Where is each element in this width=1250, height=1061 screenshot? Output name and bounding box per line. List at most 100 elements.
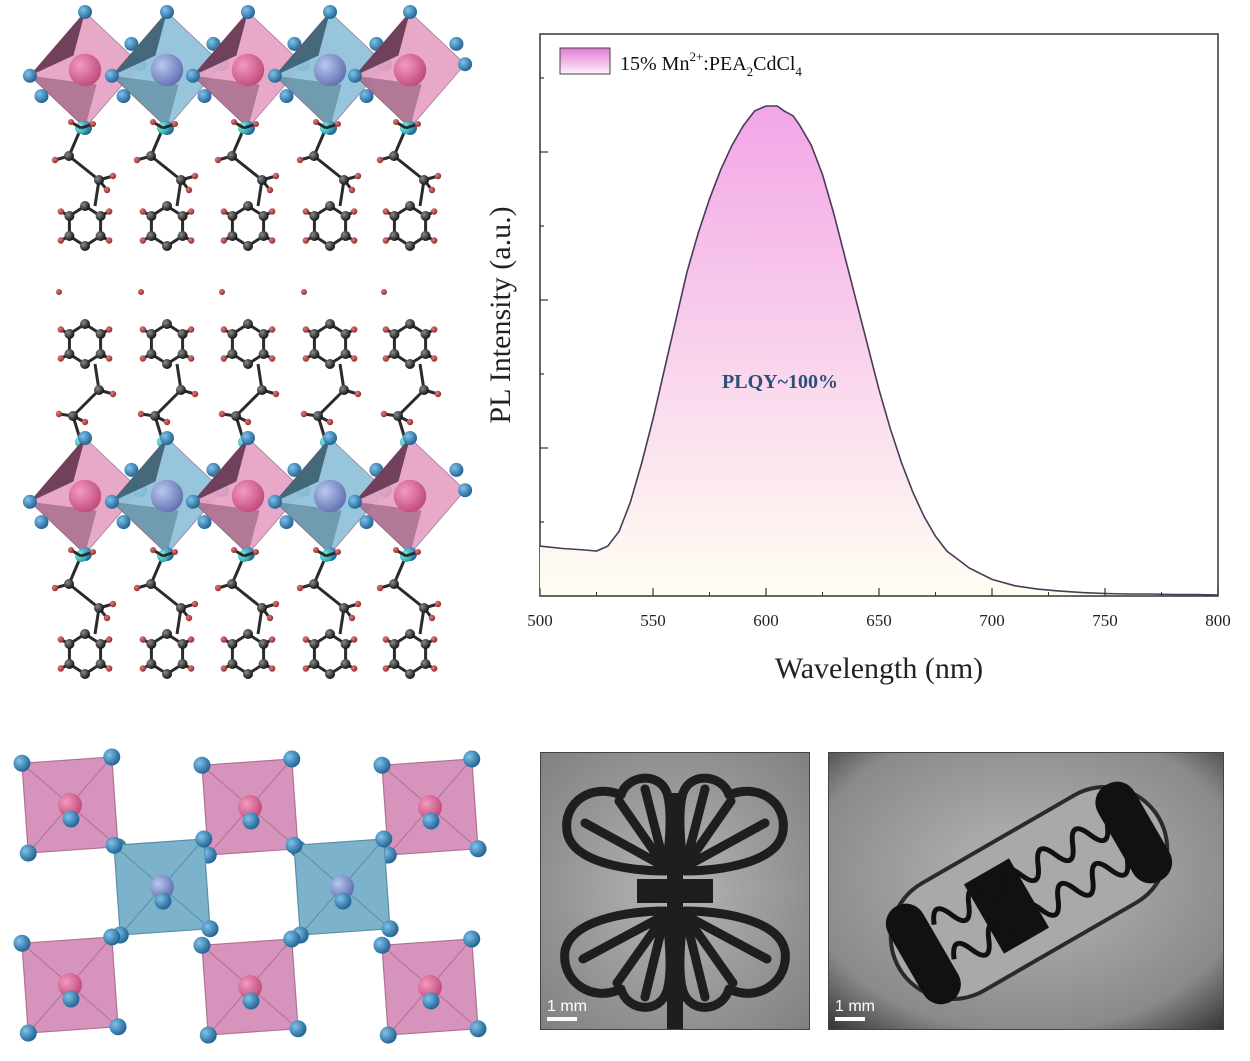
bond (393, 582, 425, 610)
hydrogen-atom (103, 186, 111, 194)
hydrogen-atom (150, 119, 156, 125)
chlorine-atom (62, 810, 80, 828)
hydrogen-atom (137, 410, 145, 418)
carbon-atom (339, 385, 349, 395)
chlorine-atom (103, 748, 121, 766)
hydrogen-atom (57, 355, 65, 362)
carbon-atom (95, 211, 106, 221)
carbon-atom (162, 319, 172, 329)
carbon-atom (340, 329, 351, 339)
carbon-atom (146, 579, 156, 589)
hydrogen-atom (187, 326, 195, 333)
chlorine-atom (403, 431, 417, 445)
hydrogen-atom (350, 208, 358, 215)
carbon-atom (227, 639, 238, 649)
hydrogen-atom (430, 665, 438, 672)
carbon-atom (227, 579, 237, 589)
x-tick-label: 550 (640, 611, 666, 630)
carbon-atom (309, 639, 320, 649)
metal-atom (150, 875, 174, 899)
carbon-atom (257, 385, 267, 395)
chlorine-atom (160, 5, 174, 19)
carbon-atom (325, 201, 335, 211)
chlorine-atom (283, 930, 301, 948)
carbon-atom (227, 211, 238, 221)
luminescence-photo-clover: 1 mm (540, 752, 810, 1030)
hydrogen-atom (138, 289, 144, 295)
carbon-atom (95, 639, 106, 649)
hydrogen-atom (266, 614, 274, 622)
legend-label: 15% Mn2+:PEA2CdCl4 (620, 49, 802, 79)
hydrogen-atom (220, 208, 228, 215)
bond (396, 388, 426, 418)
carbon-atom (64, 211, 75, 221)
carbon-atom (243, 669, 253, 679)
carbon-atom (243, 319, 253, 329)
hydrogen-atom (191, 390, 199, 398)
carbon-atom (162, 359, 172, 369)
carbon-atom (258, 639, 269, 649)
chlorine-atom (154, 892, 172, 910)
carbon-atom (309, 329, 320, 339)
metal-atom (58, 793, 82, 817)
carbon-atom (64, 231, 75, 241)
carbon-atom (325, 319, 335, 329)
carbon-atom (405, 359, 415, 369)
carbon-atom (340, 231, 351, 241)
carbon-atom (420, 211, 431, 221)
hydrogen-atom (302, 208, 310, 215)
hydrogen-atom (406, 418, 414, 426)
luminescence-photo-mitochondrion: 1 mm (828, 752, 1224, 1030)
hydrogen-atom (57, 208, 65, 215)
carbon-atom (257, 175, 267, 185)
carbon-atom (177, 349, 188, 359)
chlorine-atom (116, 515, 131, 530)
hydrogen-atom (244, 418, 252, 426)
metal-atom (238, 975, 262, 999)
hydrogen-atom (354, 172, 362, 180)
carbon-atom (405, 669, 415, 679)
hydrogen-atom (185, 614, 193, 622)
hydrogen-atom (296, 584, 304, 592)
chlorine-atom (34, 89, 49, 104)
hydrogen-atom (300, 410, 308, 418)
hydrogen-atom (139, 208, 147, 215)
hydrogen-atom (57, 237, 65, 244)
chlorine-atom (197, 515, 212, 530)
hydrogen-atom (191, 600, 199, 608)
chlorine-atom (323, 431, 337, 445)
hydrogen-atom (382, 636, 390, 643)
hydrogen-atom (335, 549, 341, 555)
hydrogen-atom (350, 355, 358, 362)
chlorine-atom (160, 431, 174, 445)
hydrogen-atom (172, 121, 178, 127)
x-tick-label: 800 (1205, 611, 1231, 630)
carbon-atom (227, 151, 237, 161)
hydrogen-atom (139, 355, 147, 362)
hydrogen-atom (434, 172, 442, 180)
hydrogen-atom (272, 172, 280, 180)
hydrogen-atom (139, 326, 147, 333)
carbon-atom (420, 231, 431, 241)
spectrum-fill (540, 106, 1218, 595)
crystal-structure-side-view (22, 5, 473, 679)
carbon-atom (95, 231, 106, 241)
carbon-atom (258, 211, 269, 221)
chlorine-atom (279, 89, 294, 104)
carbon-atom (340, 639, 351, 649)
hydrogen-atom (253, 549, 259, 555)
hydrogen-atom (187, 208, 195, 215)
carbon-atom (176, 175, 186, 185)
hydrogen-atom (302, 355, 310, 362)
cdcl6-octahedron-top (373, 750, 487, 864)
chlorine-atom (469, 840, 487, 858)
carbon-atom (95, 349, 106, 359)
hydrogen-atom (220, 665, 228, 672)
hydrogen-atom (185, 186, 193, 194)
scale-bar-right: 1 mm (835, 998, 875, 1021)
carbon-atom (243, 241, 253, 251)
hydrogen-atom (105, 208, 113, 215)
hydrogen-atom (220, 237, 228, 244)
carbon-atom (389, 151, 399, 161)
chlorine-atom (287, 36, 302, 51)
